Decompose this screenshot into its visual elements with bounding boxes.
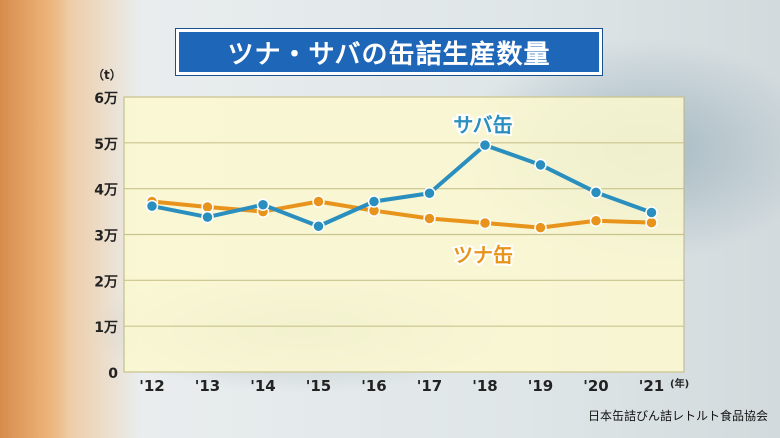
- source-credit: 日本缶詰びん詰レトルト食品協会: [587, 409, 768, 423]
- data-point-saba: [423, 187, 436, 200]
- x-tick-label: '12: [139, 377, 164, 395]
- y-tick-label: 4万: [94, 183, 118, 199]
- y-unit-label: （t）: [92, 68, 122, 82]
- x-tick-label: '18: [472, 377, 497, 395]
- data-point-tuna: [534, 221, 547, 234]
- x-unit-label: (年): [670, 377, 689, 390]
- data-point-tuna: [312, 195, 325, 208]
- x-tick-label: '19: [528, 377, 553, 395]
- data-point-saba: [478, 138, 492, 152]
- y-tick-label: 6万: [94, 91, 118, 107]
- y-tick-label: 2万: [94, 274, 118, 290]
- x-tick-label: '15: [306, 377, 331, 395]
- chart-title: ツナ・サバの缶詰生産数量: [227, 39, 551, 70]
- y-axis-ticks: 0 1万 2万 3万 4万 5万 6万: [94, 91, 118, 382]
- series-lines: [145, 138, 658, 234]
- y-tick-label: 1万: [94, 320, 118, 336]
- y-tick-label: 0: [108, 366, 118, 382]
- data-point-saba: [534, 158, 547, 172]
- y-tick-label: 5万: [94, 137, 118, 153]
- data-point-saba: [201, 210, 214, 224]
- x-tick-label: '21: [639, 377, 664, 395]
- data-point-saba: [256, 198, 270, 211]
- series-label-tuna: ツナ缶: [453, 243, 513, 267]
- y-tick-label: 3万: [94, 229, 118, 245]
- data-point-saba: [645, 206, 658, 219]
- data-point-tuna: [589, 214, 603, 227]
- data-point-tuna: [478, 216, 492, 230]
- data-point-saba: [312, 220, 325, 233]
- data-point-saba: [145, 199, 159, 213]
- series-line-saba: [150, 143, 654, 229]
- data-point-saba: [589, 186, 603, 199]
- x-tick-label: '20: [583, 377, 608, 395]
- data-point-tuna: [423, 212, 436, 225]
- x-tick-label: '13: [195, 377, 220, 395]
- x-tick-label: '17: [417, 377, 442, 395]
- wooden-crate-edge: [0, 0, 70, 438]
- x-axis-ticks: '12 '13 '14 '15 '16 '17 '18 '19 '20 '21 (年): [139, 377, 689, 395]
- x-tick-label: '16: [361, 377, 386, 395]
- series-label-saba: サバ缶: [453, 113, 512, 137]
- title-banner: ツナ・サバの缶詰生産数量: [176, 29, 602, 75]
- x-tick-label: '14: [250, 377, 275, 395]
- data-point-saba: [367, 195, 381, 208]
